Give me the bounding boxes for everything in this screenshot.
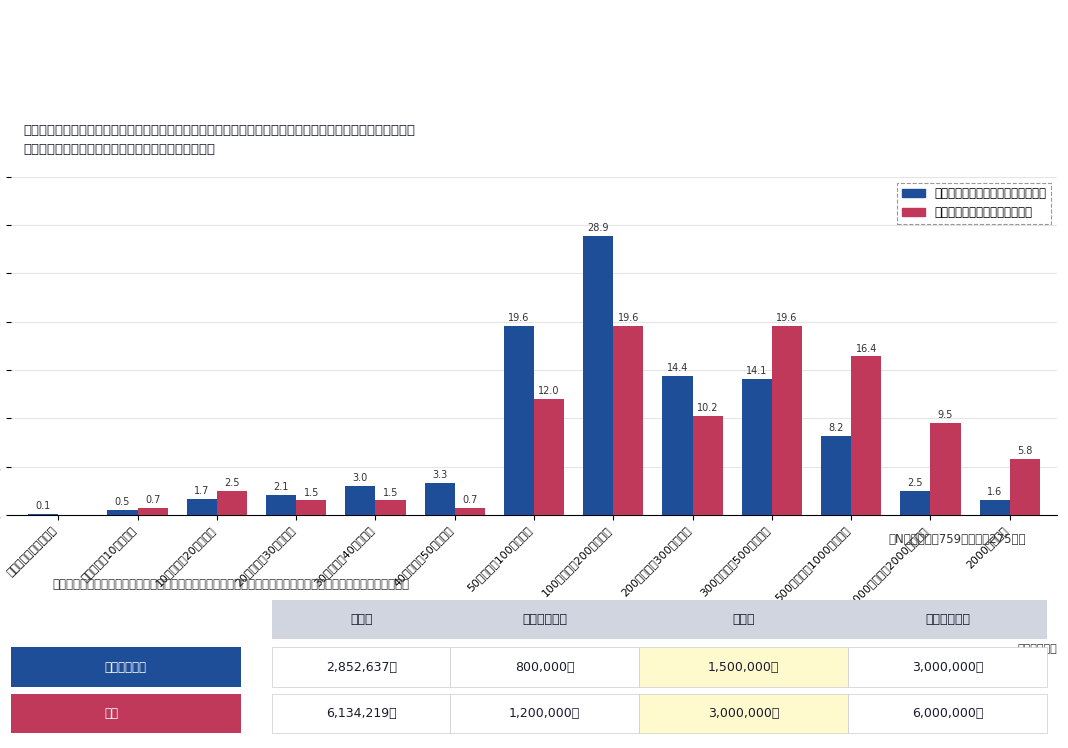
Text: 2.5: 2.5 [908, 478, 923, 488]
Bar [345, 486, 376, 515]
Text: 12.0: 12.0 [538, 386, 560, 396]
FancyBboxPatch shape [272, 694, 451, 734]
Text: 19.6: 19.6 [776, 313, 798, 322]
Bar [772, 325, 802, 515]
Text: （N＝労働審判759件、和解275件）: （N＝労働審判759件、和解275件） [889, 533, 1026, 545]
Text: 2.1: 2.1 [273, 482, 288, 491]
Text: 調停又は審判: 調停又は審判 [105, 660, 147, 674]
Bar [187, 498, 217, 515]
Text: 14.4: 14.4 [666, 363, 688, 373]
Bar [692, 417, 723, 515]
Text: 1,500,000円: 1,500,000円 [708, 660, 779, 674]
Text: 1.5: 1.5 [303, 488, 319, 497]
Bar [296, 500, 326, 515]
Bar [900, 491, 930, 515]
Text: （解決金額）: （解決金額） [1018, 643, 1057, 654]
Bar [455, 508, 485, 515]
Legend: 労働審判手続（調停又は労働審判）, 労働関係民事通常訴訟（和解）: 労働審判手続（調停又は労働審判）, 労働関係民事通常訴訟（和解） [897, 183, 1051, 224]
Text: 5.8: 5.8 [1017, 446, 1033, 456]
Bar [138, 508, 168, 515]
Bar [1009, 459, 1040, 515]
Text: 労働審判手続（調停又は労働審判）よりも労働関係民事通常訴訟（和解）の方が、より高額で解決する傾向が
あるが、いずれも解決金額の分布は幅広くなっている: 労働審判手続（調停又は労働審判）よりも労働関係民事通常訴訟（和解）の方が、より高… [23, 123, 415, 156]
Text: 1.7: 1.7 [194, 485, 209, 496]
Text: 19.6: 19.6 [508, 313, 530, 322]
FancyBboxPatch shape [11, 694, 241, 734]
Text: 0.5: 0.5 [114, 497, 130, 507]
Text: 0.1: 0.1 [35, 501, 51, 511]
Bar [504, 325, 534, 515]
Text: 2.5: 2.5 [224, 478, 239, 488]
Bar [376, 500, 406, 515]
Text: 労働審判手続（調停又は労働審判）及び労働関係民事通常訴訟（和解）にお: 労働審判手続（調停又は労働審判）及び労働関係民事通常訴訟（和解）にお [23, 31, 376, 49]
FancyBboxPatch shape [639, 694, 848, 734]
Text: 8.2: 8.2 [829, 423, 844, 433]
Text: 6,134,219円: 6,134,219円 [326, 708, 396, 720]
Text: （注）地位確認請求のみの事案のほか、未払いの残業代や損害賠償請求を併せて行っている事案も含まれている。: （注）地位確認請求のみの事案のほか、未払いの残業代や損害賠償請求を併せて行ってい… [52, 578, 409, 592]
Text: 6,000,000円: 6,000,000円 [912, 708, 984, 720]
FancyBboxPatch shape [272, 600, 1047, 639]
Text: 10.2: 10.2 [697, 403, 719, 414]
Text: 9.5: 9.5 [938, 410, 954, 420]
Text: 和解: 和解 [105, 708, 119, 720]
Bar [425, 483, 455, 515]
Text: 3.0: 3.0 [352, 473, 368, 483]
Text: 19.6: 19.6 [617, 313, 639, 322]
Bar [979, 500, 1009, 515]
Text: 1.6: 1.6 [987, 487, 1002, 497]
Bar [28, 514, 59, 515]
FancyBboxPatch shape [272, 648, 451, 687]
Bar [662, 375, 692, 515]
Text: 3,000,000円: 3,000,000円 [912, 660, 984, 674]
FancyBboxPatch shape [451, 648, 639, 687]
Text: 3,000,000円: 3,000,000円 [708, 708, 779, 720]
Text: 中央値: 中央値 [732, 613, 755, 626]
Text: 0.7: 0.7 [145, 495, 160, 506]
Text: 3.3: 3.3 [433, 470, 447, 480]
Text: 平均値: 平均値 [350, 613, 373, 626]
Bar [742, 378, 772, 515]
Text: ける解決金額の分布（金額表示）: ける解決金額の分布（金額表示） [23, 50, 178, 68]
Text: 800,000円: 800,000円 [515, 660, 575, 674]
Text: 28.9: 28.9 [587, 223, 609, 233]
FancyBboxPatch shape [848, 694, 1047, 734]
Text: 14.1: 14.1 [747, 366, 768, 375]
FancyBboxPatch shape [639, 648, 848, 687]
FancyBboxPatch shape [11, 648, 241, 687]
Bar [108, 510, 138, 515]
Bar [930, 423, 960, 515]
Bar [613, 325, 643, 515]
Bar [583, 236, 613, 515]
FancyBboxPatch shape [848, 648, 1047, 687]
Text: 0.7: 0.7 [462, 495, 477, 506]
Bar [217, 491, 247, 515]
Text: 16.4: 16.4 [855, 343, 877, 354]
Bar [851, 357, 881, 515]
FancyBboxPatch shape [451, 694, 639, 734]
Bar [266, 494, 296, 515]
Text: 第１四分位数: 第１四分位数 [522, 613, 567, 626]
Bar [821, 435, 851, 515]
Text: 1,200,000円: 1,200,000円 [508, 708, 580, 720]
Bar [534, 399, 564, 515]
Text: 2,852,637円: 2,852,637円 [326, 660, 397, 674]
Text: 1.5: 1.5 [382, 488, 398, 497]
Text: 第３四分位数: 第３四分位数 [925, 613, 970, 626]
